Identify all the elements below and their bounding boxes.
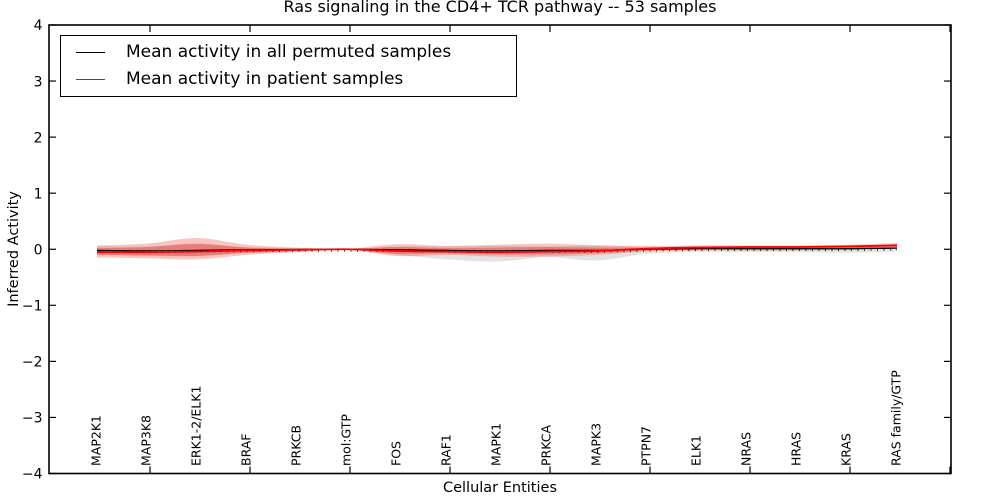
y-tick-label: 0 [34,242,43,258]
x-entity-label: PRKCA [539,425,554,466]
x-entity-label: MAP2K1 [89,415,104,466]
legend-box: Mean activity in all permuted samples Me… [60,35,517,97]
y-tick-label: −2 [22,355,43,371]
x-entity-label: BRAF [239,434,254,467]
x-entity-label: NRAS [739,432,754,466]
y-tick-label: 2 [34,130,43,146]
x-entity-label: mol:GTP [339,414,354,466]
y-tick-label: −1 [22,299,43,315]
x-entity-label: RAS family/GTP [889,370,904,466]
y-tick-label: −3 [22,411,43,427]
x-entity-label: MAPK1 [489,423,504,466]
band-patient-samples-spread-outer-std-band- [97,238,897,260]
y-axis-label: Inferred Activity [6,191,22,307]
patient-line-swatch [76,79,105,80]
x-entity-label: HRAS [789,432,804,466]
permuted-line-swatch [76,52,105,53]
y-tick-label: 4 [34,18,43,34]
legend-label-permuted: Mean activity in all permuted samples [126,42,452,62]
x-entity-label: ELK1 [689,435,704,466]
x-entity-label: ERK1-2/ELK1 [189,386,204,466]
legend-label-patient: Mean activity in patient samples [126,69,404,89]
legend-item-permuted: Mean activity in all permuted samples [76,39,516,66]
x-entity-label: PRKCB [289,425,304,466]
y-tick-label: 1 [34,186,43,202]
line-mean-activity-in-patient-samples [96,244,898,253]
x-entity-label: PTPN7 [639,426,654,466]
y-tick-label: −4 [22,467,43,483]
legend-item-patient: Mean activity in patient samples [76,66,516,93]
x-axis-label: Cellular Entities [442,480,558,496]
x-entity-label: MAPK3 [589,423,604,466]
y-tick-label: 3 [34,74,43,90]
x-entity-label: MAP3K8 [139,415,154,466]
x-entity-label: KRAS [839,433,854,466]
x-entity-label: FOS [389,441,404,466]
chart-title: Ras signaling in the CD4+ TCR pathway --… [283,0,717,16]
x-entity-label: RAF1 [439,434,454,466]
